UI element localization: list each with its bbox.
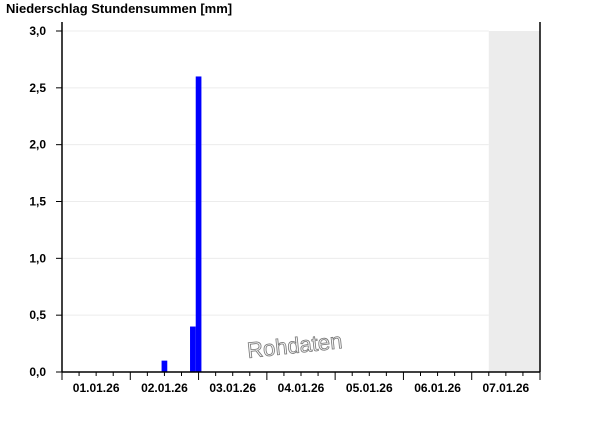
x-tick-label: 03.01.26 <box>209 381 256 395</box>
bar <box>190 326 196 372</box>
x-tick-label: 05.01.26 <box>346 381 393 395</box>
bar <box>161 360 168 372</box>
y-tick-label: 0,0 <box>29 365 46 379</box>
y-tick-label: 2,0 <box>29 138 46 152</box>
x-tick-label: 07.01.26 <box>482 381 529 395</box>
bar <box>195 76 202 372</box>
x-tick-label: 04.01.26 <box>278 381 325 395</box>
x-tick-label: 06.01.26 <box>414 381 461 395</box>
x-tick-label: 01.01.26 <box>73 381 120 395</box>
y-tick-label: 2,5 <box>29 81 46 95</box>
y-tick-label: 3,0 <box>29 24 46 38</box>
no-data-region <box>488 31 540 372</box>
x-tick-label: 02.01.26 <box>141 381 188 395</box>
watermark: Rohdaten <box>246 328 344 363</box>
y-tick-label: 1,0 <box>29 251 46 265</box>
y-tick-label: 0,5 <box>29 308 46 322</box>
y-tick-label: 1,5 <box>29 195 46 209</box>
chart-title: Niederschlag Stundensummen [mm] <box>6 1 233 16</box>
